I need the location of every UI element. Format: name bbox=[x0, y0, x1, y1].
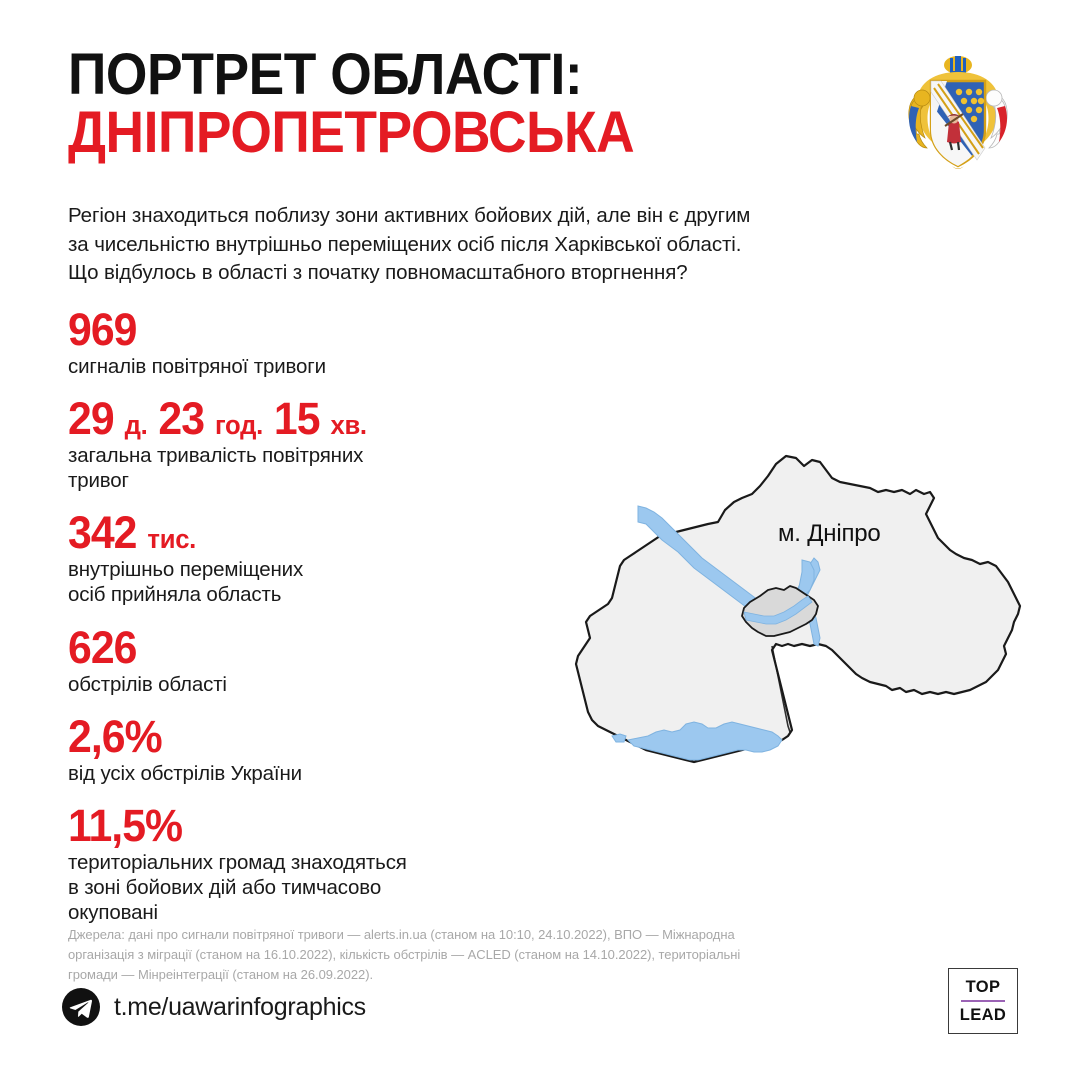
stat-label: сигналів повітряної тривоги bbox=[68, 354, 326, 378]
map-reservoir-south bbox=[611, 721, 783, 761]
telegram-handle: t.me/uawarinfographics bbox=[114, 992, 366, 1021]
map-internal-boundaries bbox=[771, 645, 791, 733]
sources-line-1: Джерела: дані про сигнали повітряної три… bbox=[68, 927, 735, 942]
stat-value: 969 bbox=[68, 304, 137, 355]
intro-paragraph: Регіон знаходиться поблизу зони активних… bbox=[68, 202, 968, 288]
page-title-line-1: ПОРТРЕТ ОБЛАСТІ: bbox=[68, 42, 583, 107]
intro-line-1: Регіон знаходиться поблизу зони активних… bbox=[68, 204, 751, 227]
toplead-logo-top: TOP bbox=[965, 978, 1001, 997]
sources-line-3: громади — Мінреінтеграції (станом на 26.… bbox=[68, 966, 374, 982]
stat-air-raid-duration: 29 д. 23 год. 15 хв. загальна тривалість… bbox=[68, 396, 538, 493]
stat-shellings-count: 626 обстрілів області bbox=[68, 621, 538, 697]
statistics-list: 969 сигналів повітряної тривоги 29 д. 23… bbox=[68, 307, 538, 925]
intro-line-3: Що відбулось в області з початку повнома… bbox=[68, 261, 688, 285]
stat-value: 2,6% bbox=[68, 710, 163, 762]
stat-label: загальна тривалість повітряних тривог bbox=[68, 443, 364, 493]
stat-label: від усіх обстрілів України bbox=[68, 761, 302, 785]
coat-of-arms-icon bbox=[897, 48, 1019, 176]
stat-communities-in-combat-zone: 11,5% територіальних громад знаходяться … bbox=[68, 799, 538, 926]
stat-share-of-all-shellings: 2,6% від усіх обстрілів України bbox=[68, 710, 538, 786]
page-title-line-2: ДНІПРОПЕТРОВСЬКА bbox=[68, 99, 635, 165]
telegram-icon bbox=[62, 988, 100, 1026]
stat-label: територіальних громад знаходяться в зоні… bbox=[68, 850, 407, 925]
map-city-dnipro bbox=[741, 585, 819, 637]
stat-value: 11,5% bbox=[68, 799, 183, 851]
toplead-logo-bottom: LEAD bbox=[959, 1005, 1007, 1024]
toplead-logo-divider bbox=[961, 1000, 1005, 1002]
stat-label: внутрішньо переміщених осіб прийняла обл… bbox=[68, 558, 304, 607]
telegram-link[interactable]: t.me/uawarinfographics bbox=[62, 988, 366, 1026]
region-map: м. Дніпро bbox=[520, 440, 1040, 820]
stat-value: 29 д. 23 год. 15 хв. bbox=[68, 393, 367, 445]
stat-value: 342 тис. bbox=[68, 507, 197, 559]
sources-note: Джерела: дані про сигнали повітряної три… bbox=[68, 925, 948, 984]
stat-air-raid-signals: 969 сигналів повітряної тривоги bbox=[68, 307, 538, 379]
stat-value: 626 bbox=[68, 621, 137, 673]
page-header: ПОРТРЕТ ОБЛАСТІ: ДНІПРОПЕТРОВСЬКА bbox=[68, 42, 888, 165]
stat-label: обстрілів області bbox=[68, 672, 227, 696]
map-city-label: м. Дніпро bbox=[778, 520, 881, 547]
sources-line-2: організація з міграції (станом на 16.10.… bbox=[68, 946, 741, 962]
stat-idp-count: 342 тис. внутрішньо переміщених осіб при… bbox=[68, 510, 538, 607]
intro-line-2: за чисельністю внутрішньо переміщених ос… bbox=[68, 232, 742, 256]
toplead-logo: TOP LEAD bbox=[948, 968, 1018, 1034]
